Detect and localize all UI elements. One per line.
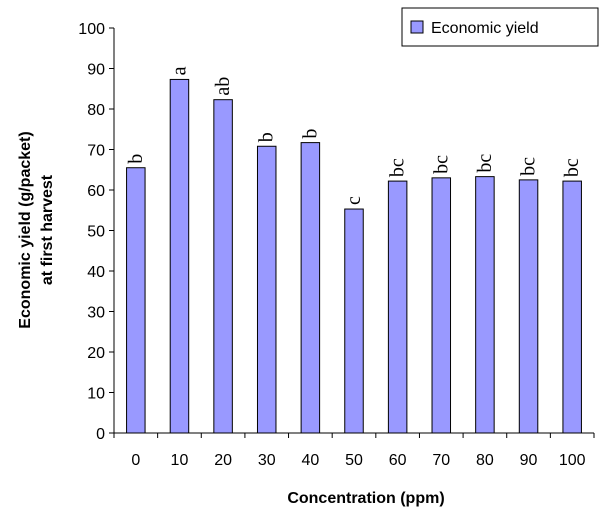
bar <box>344 208 364 434</box>
legend-box <box>401 7 599 47</box>
y-tick-label: 60 <box>87 183 105 200</box>
x-tick-label: 20 <box>214 452 232 469</box>
bar <box>213 99 233 434</box>
significance-label: b <box>299 129 321 139</box>
x-tick-label: 40 <box>301 452 319 469</box>
y-tick-label: 30 <box>87 305 105 322</box>
bar <box>475 176 495 434</box>
x-tick-label: 50 <box>345 452 363 469</box>
y-axis-title-line2: at first harvest <box>39 174 56 285</box>
x-tick-label: 30 <box>258 452 276 469</box>
y-tick-label: 50 <box>87 224 105 241</box>
x-axis-title: Concentration (ppm) <box>287 490 444 507</box>
x-tick-label: 90 <box>520 452 538 469</box>
bar <box>300 142 321 434</box>
y-tick-label: 70 <box>87 143 105 160</box>
bar <box>126 167 146 434</box>
y-tick-label: 40 <box>87 264 105 281</box>
bar <box>431 177 452 434</box>
x-tick-label: 10 <box>171 452 189 469</box>
y-tick-label: 20 <box>87 345 105 362</box>
y-tick-label: 100 <box>78 21 105 38</box>
significance-label: bc <box>387 158 409 177</box>
significance-label: c <box>343 196 365 205</box>
y-tick-label: 90 <box>87 62 105 79</box>
bar <box>256 145 277 434</box>
bar <box>387 180 408 434</box>
y-tick-label: 80 <box>87 102 105 119</box>
x-tick-label: 100 <box>559 452 586 469</box>
significance-label: a <box>168 66 190 75</box>
y-tick-label: 10 <box>87 386 105 403</box>
bar <box>518 179 539 434</box>
significance-label: b <box>256 132 278 142</box>
y-axis: 0 10 20 30 40 50 60 70 80 90 100 <box>78 21 115 443</box>
significance-label: bc <box>561 158 583 177</box>
significance-label: b <box>125 154 147 164</box>
significance-label: ab <box>212 77 234 96</box>
legend-swatch <box>410 20 424 34</box>
y-tick-label: 0 <box>96 426 105 443</box>
significance-label: bc <box>518 157 540 176</box>
x-axis: 0 10 20 30 40 50 60 70 80 90 100 <box>113 432 595 469</box>
legend-label: Economic yield <box>431 20 539 37</box>
bars <box>126 78 582 434</box>
significance-label: bc <box>474 154 496 173</box>
y-axis-title-line1: Economic yield (g/packet) <box>17 131 34 328</box>
x-tick-label: 60 <box>389 452 407 469</box>
legend: Economic yield <box>401 7 599 47</box>
bar <box>169 78 190 434</box>
x-tick-label: 0 <box>131 452 140 469</box>
x-tick-label: 70 <box>432 452 450 469</box>
significance-label: bc <box>430 155 452 174</box>
y-axis-title: Economic yield (g/packet) at first harve… <box>17 131 56 328</box>
bar <box>562 180 582 434</box>
x-tick-label: 80 <box>476 452 494 469</box>
